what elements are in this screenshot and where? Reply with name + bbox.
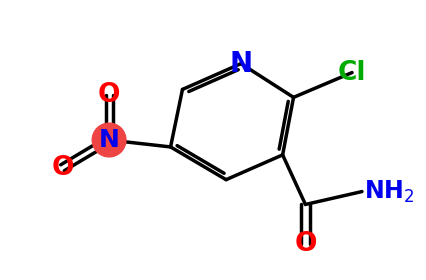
Text: N: N bbox=[99, 128, 120, 152]
Circle shape bbox=[92, 123, 126, 157]
Text: O: O bbox=[98, 82, 120, 108]
Text: O: O bbox=[294, 231, 317, 257]
Text: N: N bbox=[230, 50, 253, 78]
Text: NH$_2$: NH$_2$ bbox=[364, 178, 414, 205]
Text: O: O bbox=[51, 155, 74, 181]
Text: Cl: Cl bbox=[338, 60, 366, 86]
